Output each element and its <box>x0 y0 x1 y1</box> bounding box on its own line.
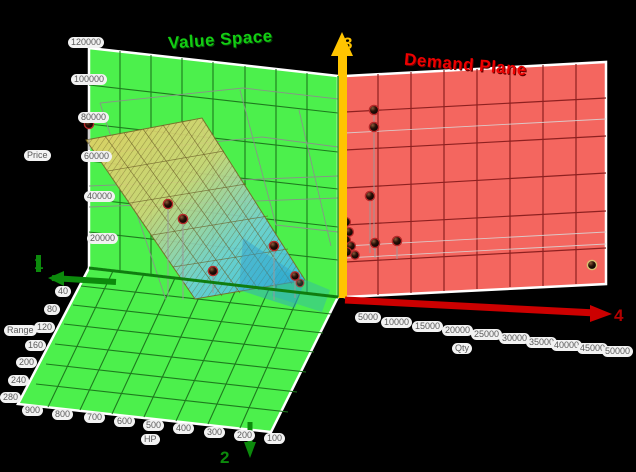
scatter-points-value <box>83 118 305 288</box>
axis-arrow-1 <box>36 255 117 286</box>
regression-plane <box>85 117 306 300</box>
demand-plane-right <box>343 60 608 299</box>
axis-arrow-3 <box>331 32 353 298</box>
axis-arrow-4 <box>344 296 612 322</box>
plane-edges <box>88 76 339 299</box>
